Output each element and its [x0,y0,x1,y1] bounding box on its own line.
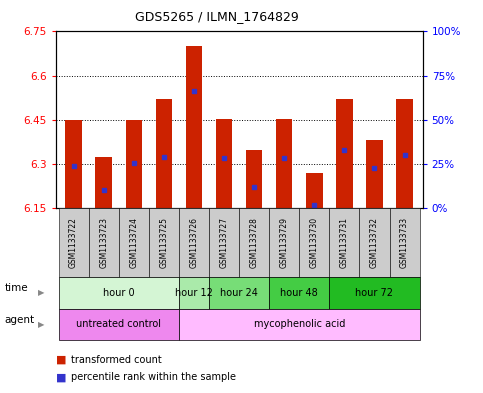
Bar [396,99,413,208]
Text: GSM1133723: GSM1133723 [99,217,108,268]
Text: GSM1133732: GSM1133732 [370,217,379,268]
Text: ▶: ▶ [38,288,44,297]
Bar [336,99,353,208]
Text: GSM1133730: GSM1133730 [310,217,319,268]
Bar [156,99,172,208]
Bar [306,173,323,208]
Text: transformed count: transformed count [71,354,162,365]
Text: GSM1133722: GSM1133722 [69,217,78,268]
Text: GSM1133725: GSM1133725 [159,217,169,268]
Text: untreated control: untreated control [76,319,161,329]
Bar [366,140,383,208]
Bar [276,119,293,208]
Text: GDS5265 / ILMN_1764829: GDS5265 / ILMN_1764829 [135,10,299,23]
Text: GSM1133727: GSM1133727 [220,217,228,268]
Bar [246,150,262,208]
Text: ▶: ▶ [38,320,44,329]
Text: percentile rank within the sample: percentile rank within the sample [71,372,237,382]
Text: ■: ■ [56,354,66,365]
Text: hour 0: hour 0 [103,288,135,298]
Text: agent: agent [5,314,35,325]
Text: hour 48: hour 48 [281,288,318,298]
Text: GSM1133724: GSM1133724 [129,217,138,268]
Text: GSM1133733: GSM1133733 [400,217,409,268]
Text: GSM1133726: GSM1133726 [189,217,199,268]
Bar [65,120,82,208]
Text: hour 24: hour 24 [220,288,258,298]
Text: hour 12: hour 12 [175,288,213,298]
Text: time: time [5,283,28,293]
Text: ■: ■ [56,372,66,382]
Bar [96,157,112,208]
Text: GSM1133729: GSM1133729 [280,217,289,268]
Text: GSM1133728: GSM1133728 [250,217,258,268]
Text: GSM1133731: GSM1133731 [340,217,349,268]
Text: mycophenolic acid: mycophenolic acid [254,319,345,329]
Bar [216,119,232,208]
Text: hour 72: hour 72 [355,288,394,298]
Bar [126,120,142,208]
Bar [185,46,202,208]
